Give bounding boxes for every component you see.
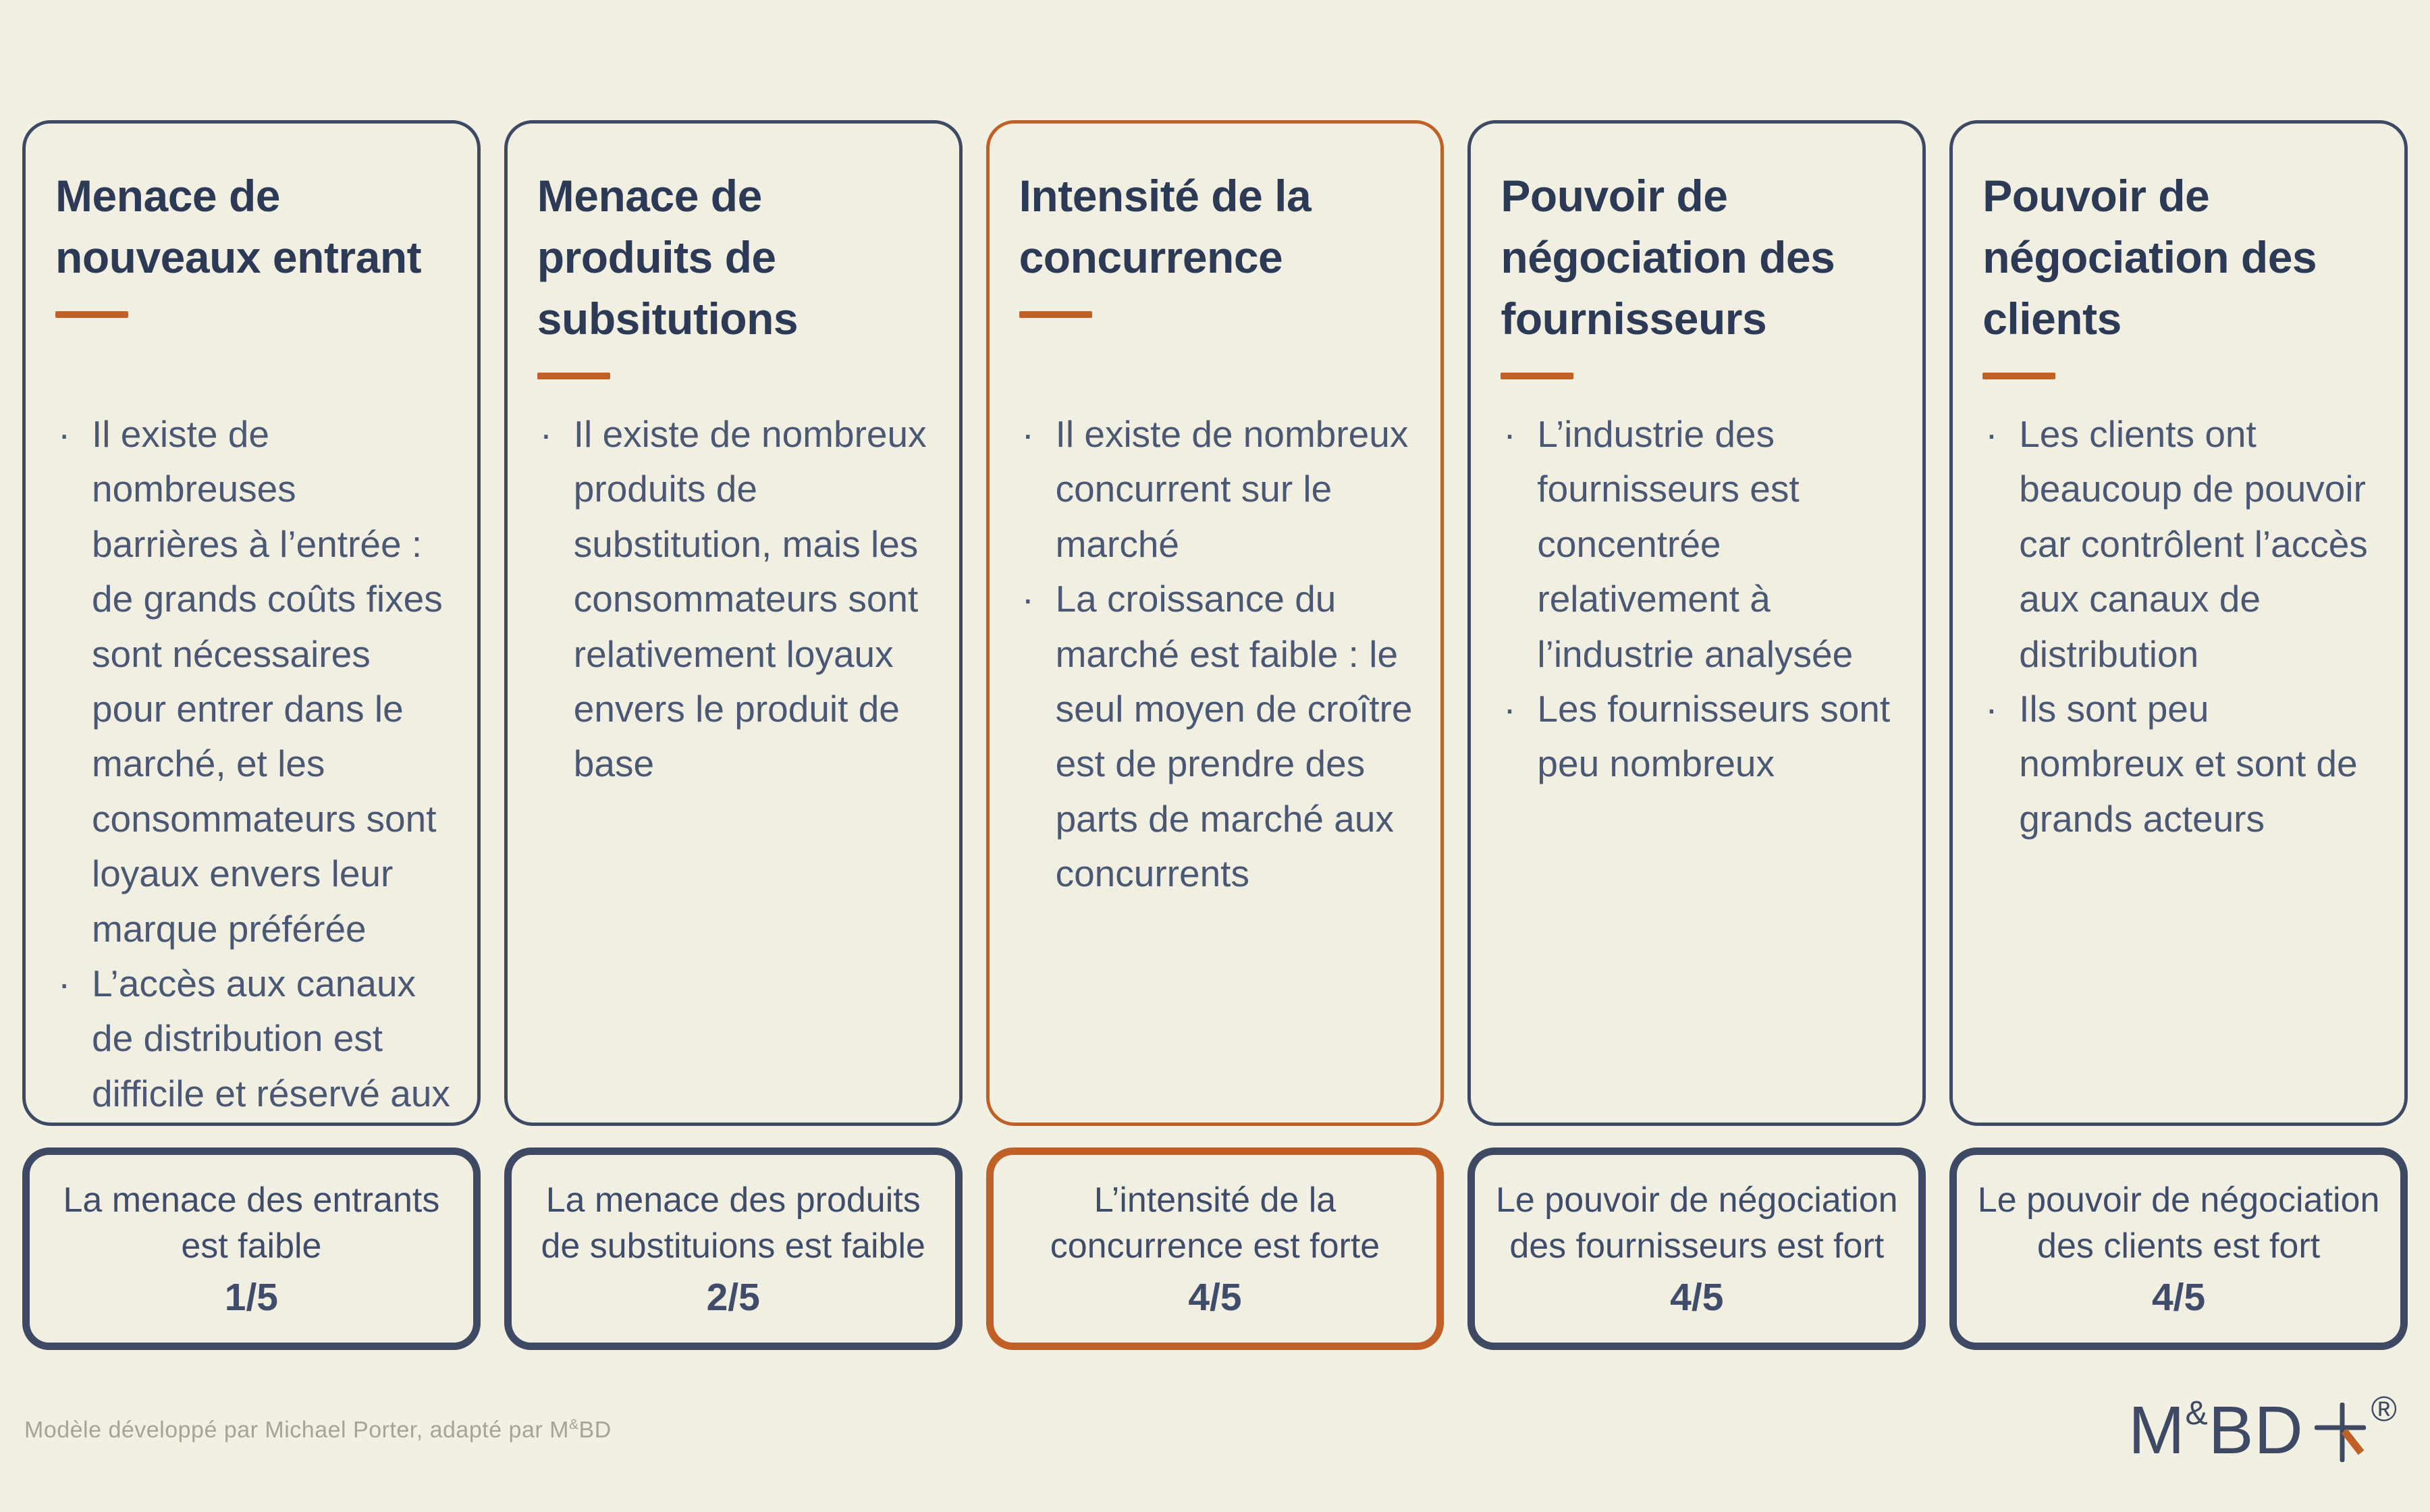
title-accent-underline [55, 311, 128, 319]
title-accent-underline [1501, 373, 1574, 380]
summary-score: 4/5 [2151, 1275, 2206, 1319]
summary-card-clients: Le pouvoir de négociation des clients es… [1949, 1148, 2408, 1350]
summary-text: La menace des entrants est faible [63, 1181, 440, 1266]
logo-ampersand: & [2185, 1393, 2209, 1432]
logo-letters-bd: BD [2208, 1392, 2304, 1468]
ampersand-sup: & [568, 1417, 579, 1433]
force-title: Pouvoir de négociation des fournisseurs [1501, 171, 1835, 344]
logo-letter-m: M [2128, 1392, 2186, 1468]
force-card-pouvoir-clients: Pouvoir de négociation des clients Les c… [1949, 120, 2408, 1126]
summary-score: 4/5 [1188, 1275, 1242, 1319]
force-title: Menace de produits de subsitutions [537, 171, 799, 344]
title-accent-underline [537, 373, 610, 380]
five-forces-board: Menace de nouveaux entrant Il existe de … [0, 0, 2430, 1350]
force-card-intensite-concurrence: Intensité de la concurrence Il existe de… [986, 120, 1444, 1126]
force-bullet-list: Les clients ont beaucoup de pouvoir car … [1982, 407, 2379, 846]
plus-cross-icon [2314, 1403, 2366, 1462]
summary-text: Le pouvoir de négociation des fournisseu… [1496, 1181, 1898, 1266]
bullet-item: Il existe de nombreux produits de substi… [537, 407, 934, 792]
bullet-item: Les fournisseurs sont peu nombreux [1501, 682, 1897, 792]
footer: Modèle développé par Michael Porter, ada… [0, 1359, 2430, 1501]
summary-score: 2/5 [706, 1275, 760, 1319]
force-card-header: Menace de produits de subsitutions [537, 165, 934, 407]
mbd-logo: M & BD ® [2128, 1389, 2398, 1469]
summary-text: Le pouvoir de négociation des clients es… [1977, 1181, 2380, 1266]
force-card-header: Menace de nouveaux entrant [55, 165, 452, 407]
summary-text: La menace des produits de substituions e… [541, 1181, 925, 1266]
force-title: Pouvoir de négociation des clients [1982, 171, 2317, 344]
summary-card-fournisseurs: Le pouvoir de négociation des fournisseu… [1467, 1148, 1926, 1350]
summary-score: 1/5 [224, 1275, 279, 1319]
force-card-header: Pouvoir de négociation des clients [1982, 165, 2379, 407]
model-credit: Modèle développé par Michael Porter, ada… [24, 1417, 612, 1443]
bullet-item: L’accès aux canaux de distribution est d… [55, 956, 452, 1123]
bullet-item: Il existe de nombreuses barrières à l’en… [55, 407, 452, 956]
title-accent-underline [1019, 311, 1092, 319]
force-card-nouveaux-entrants: Menace de nouveaux entrant Il existe de … [22, 120, 481, 1126]
summary-card-substitution: La menace des produits de substituions e… [504, 1148, 963, 1350]
force-title: Menace de nouveaux entrant [55, 171, 422, 283]
summary-text: L’intensité de la concurrence est forte [1050, 1181, 1380, 1266]
bullet-item: Ils sont peu nombreux et sont de grands … [1982, 682, 2379, 846]
force-bullet-list: Il existe de nombreux concurrent sur le … [1019, 407, 1415, 902]
bullet-item: L’industrie des fournisseurs est concent… [1501, 407, 1897, 682]
force-bullet-list: Il existe de nombreuses barrières à l’en… [55, 407, 452, 1123]
bullet-item: La croissance du marché est faible : le … [1019, 572, 1415, 901]
force-bullet-list: Il existe de nombreux produits de substi… [537, 407, 934, 792]
title-accent-underline [1982, 373, 2056, 380]
force-card-produits-substitution: Menace de produits de subsitutions Il ex… [504, 120, 963, 1126]
force-title: Intensité de la concurrence [1019, 171, 1312, 283]
bullet-item: Il existe de nombreux concurrent sur le … [1019, 407, 1415, 572]
force-card-header: Intensité de la concurrence [1019, 165, 1415, 407]
force-card-header: Pouvoir de négociation des fournisseurs [1501, 165, 1897, 407]
force-card-pouvoir-fournisseurs: Pouvoir de négociation des fournisseurs … [1467, 120, 1926, 1126]
summary-card-entrants: La menace des entrants est faible 1/5 [22, 1148, 481, 1350]
summary-score: 4/5 [1670, 1275, 1724, 1319]
bullet-item: Les clients ont beaucoup de pouvoir car … [1982, 407, 2379, 682]
force-bullet-list: L’industrie des fournisseurs est concent… [1501, 407, 1897, 792]
registered-trademark-icon: ® [2371, 1389, 2398, 1429]
summary-card-concurrence: L’intensité de la concurrence est forte … [986, 1148, 1444, 1350]
